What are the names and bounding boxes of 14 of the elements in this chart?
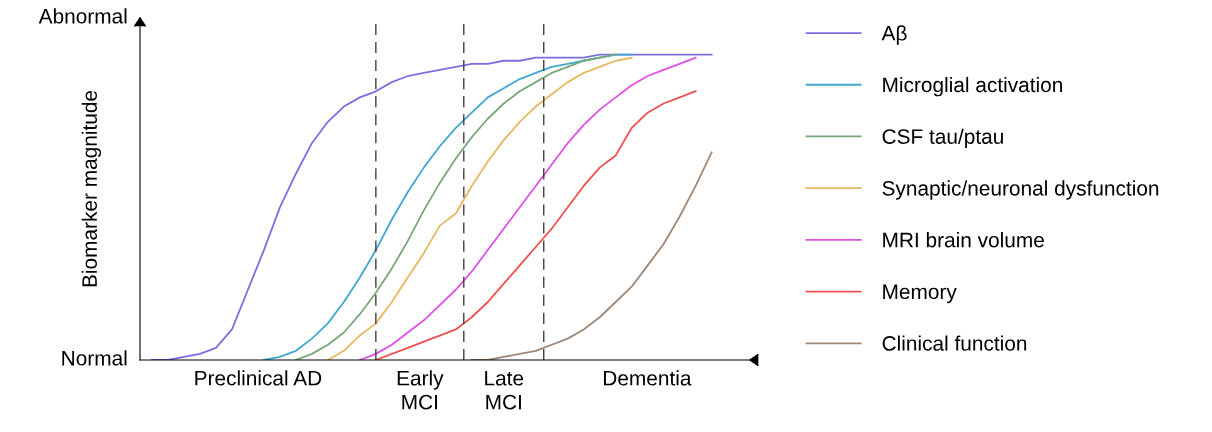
y-axis-title: Biomarker magnitude (81, 90, 102, 287)
legend-label: Synaptic/neuronal dysfunction (882, 180, 1159, 200)
legend-label: MRI brain volume (883, 232, 1044, 248)
legend-label: CSF tau/ptau (882, 128, 1003, 149)
text: Normal (62, 350, 127, 366)
text: Late MCI (485, 371, 524, 410)
text: Dementia (604, 370, 692, 386)
text: Early MCI (397, 370, 444, 410)
legend-label: Clinical function (882, 335, 1027, 351)
text: Abnormal (38, 8, 127, 24)
legend-label: Microglial activation (883, 76, 1062, 97)
text: Preclinical AD (195, 370, 322, 386)
legend-label: Aβ (881, 25, 907, 45)
legend-label: Memory (883, 284, 957, 304)
